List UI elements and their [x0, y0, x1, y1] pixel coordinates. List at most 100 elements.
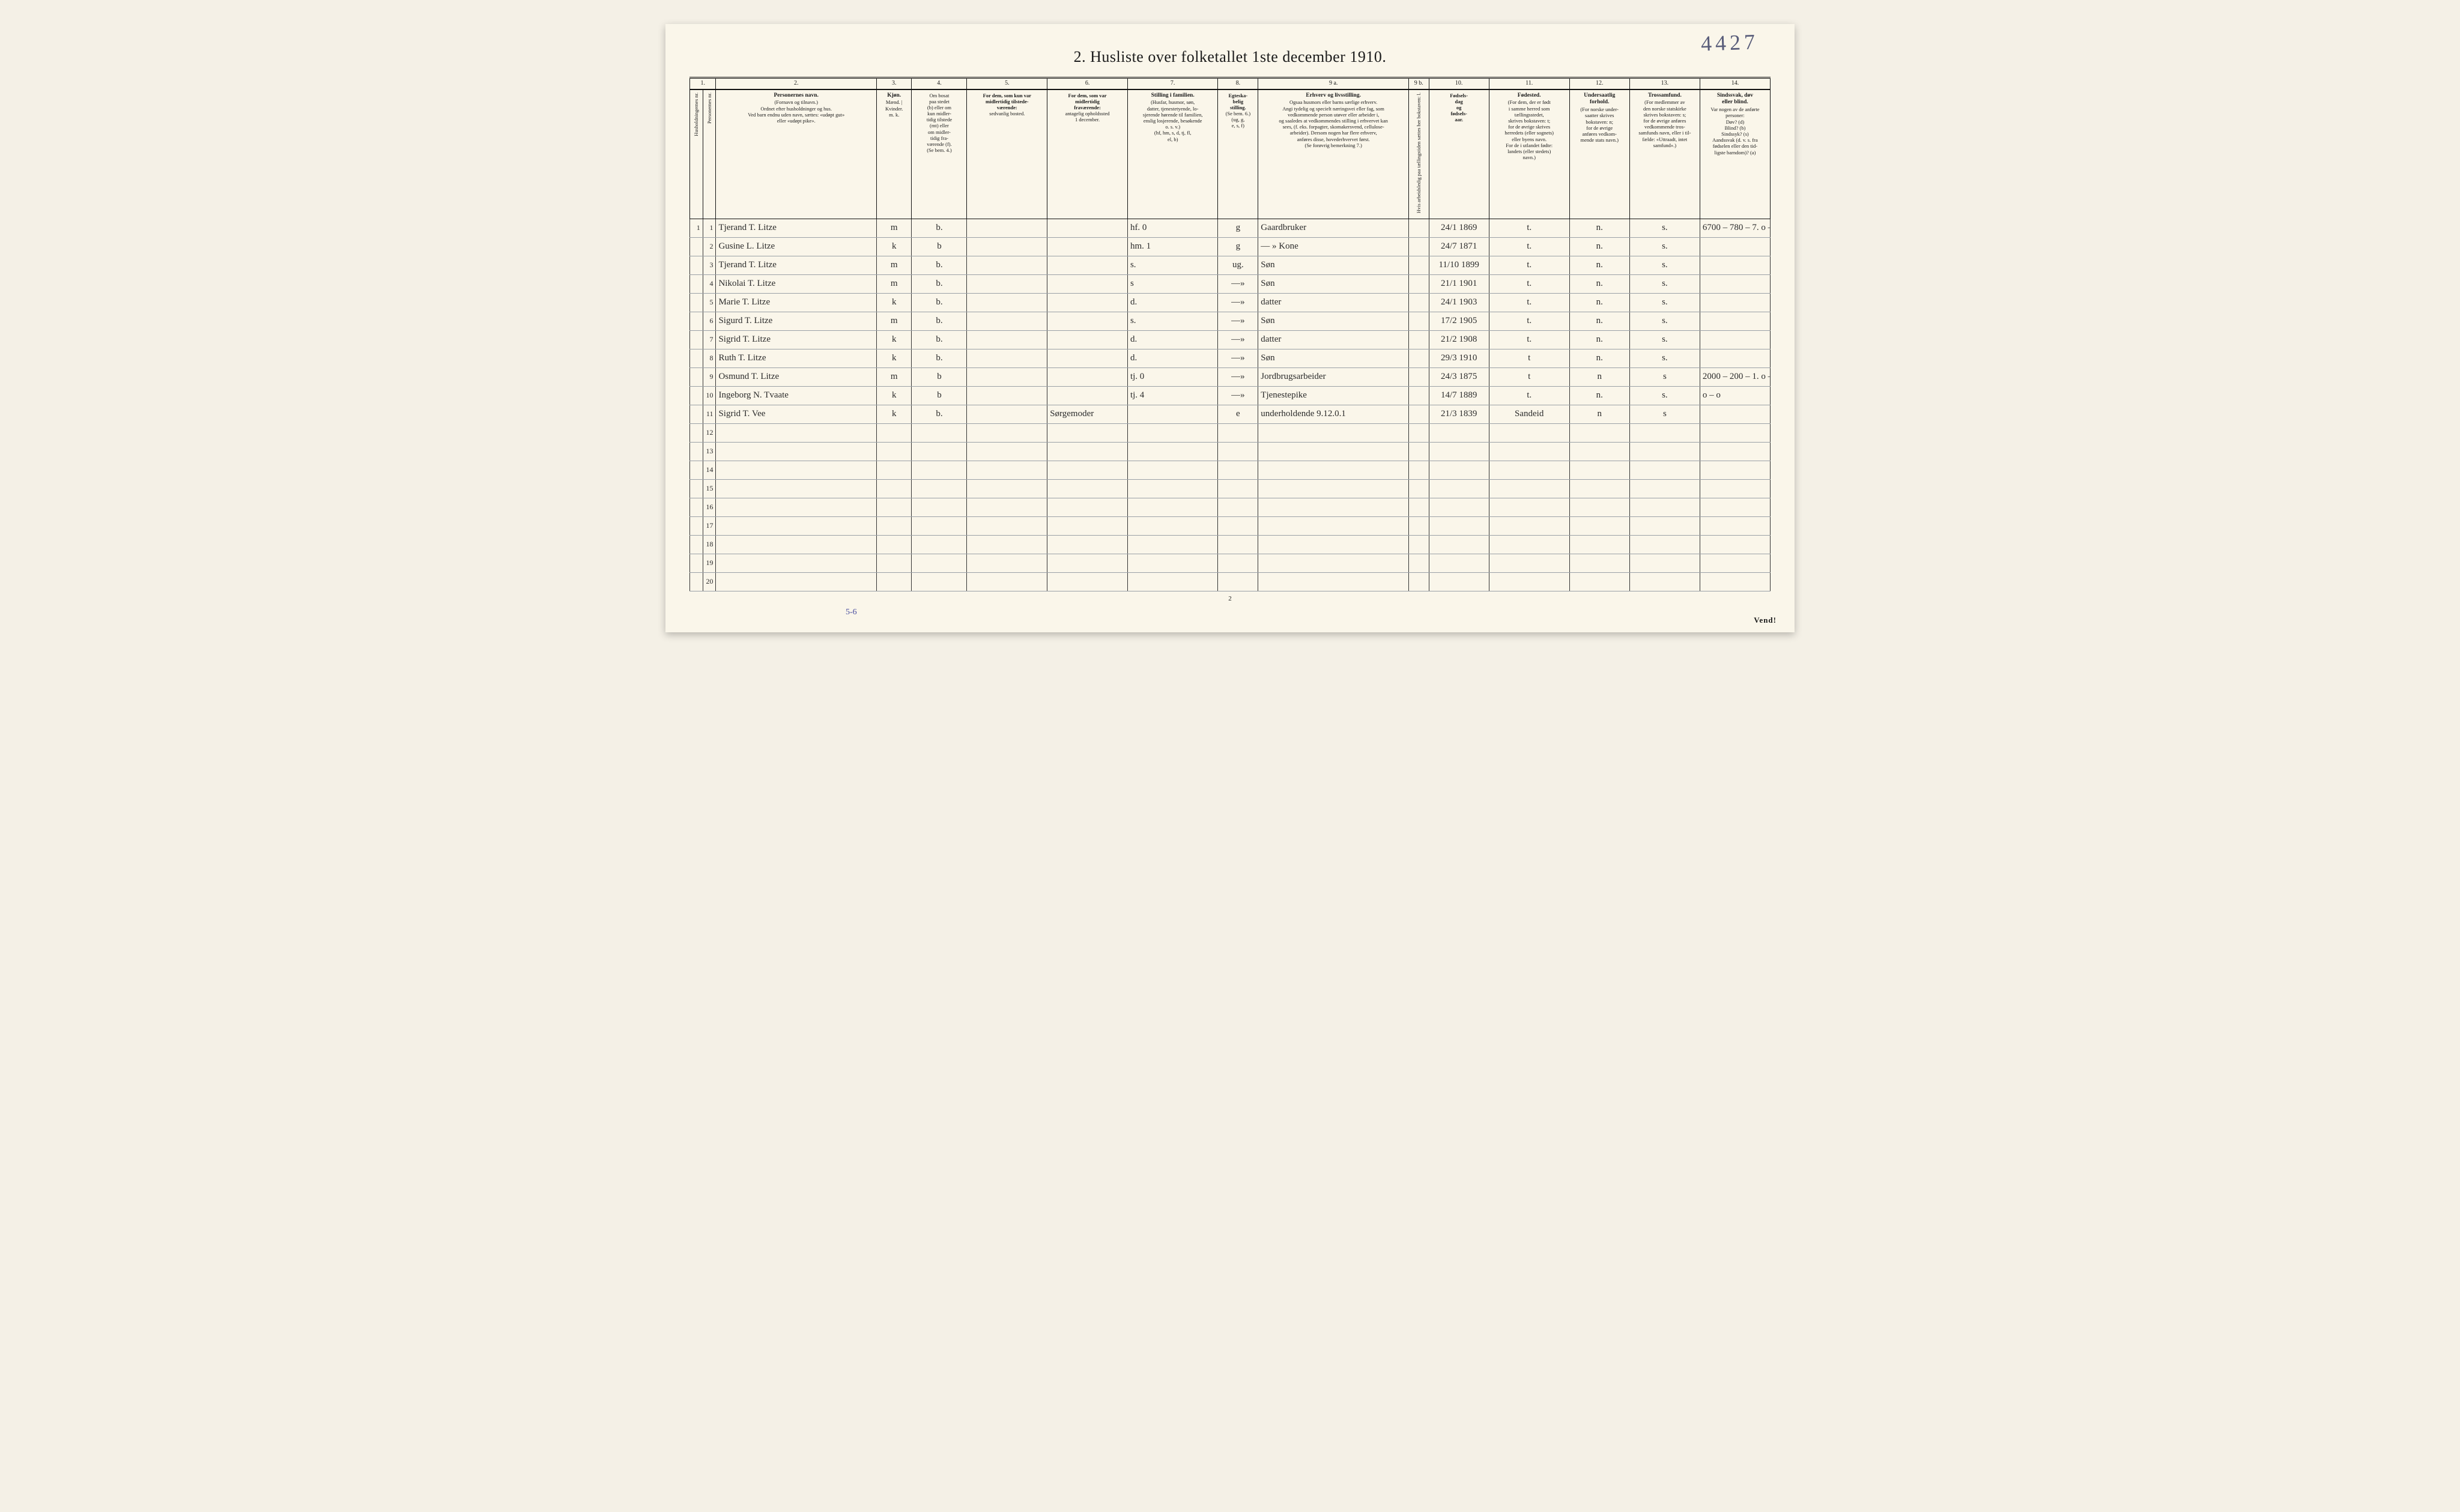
cell: t. — [1489, 237, 1569, 256]
cell: 6 — [703, 312, 716, 330]
cell — [967, 293, 1047, 312]
cell — [912, 516, 967, 535]
cell — [690, 274, 703, 293]
cell: b — [912, 386, 967, 405]
cell — [1409, 572, 1429, 591]
cell: n. — [1569, 330, 1629, 349]
cell: 11 — [703, 405, 716, 423]
cell: datter — [1258, 293, 1409, 312]
cell: n. — [1569, 237, 1629, 256]
cell: —» — [1218, 312, 1258, 330]
cell — [1047, 554, 1128, 572]
col-header: Hvis arbeidsledig paa tællingstiden sætt… — [1409, 89, 1429, 219]
cell — [1047, 274, 1128, 293]
cell — [1047, 386, 1128, 405]
cell — [912, 554, 967, 572]
cell — [1127, 516, 1217, 535]
cell — [1218, 498, 1258, 516]
cell: s. — [1629, 219, 1700, 237]
page-title: 2. Husliste over folketallet 1ste decemb… — [689, 48, 1771, 66]
cell — [1127, 572, 1217, 591]
cell — [1429, 423, 1489, 442]
cell — [690, 312, 703, 330]
cell: b — [912, 367, 967, 386]
col-number: 9 a. — [1258, 78, 1409, 89]
cell — [1569, 535, 1629, 554]
cell — [1127, 498, 1217, 516]
cell: b. — [912, 349, 967, 367]
cell: 5 — [703, 293, 716, 312]
cell — [967, 554, 1047, 572]
cell: s. — [1629, 237, 1700, 256]
col-header: Sindssvak, døveller blind.Var nogen av d… — [1700, 89, 1770, 219]
cell: Søn — [1258, 349, 1409, 367]
table-body: 11Tjerand T. Litzemb.hf. 0gGaardbruker24… — [690, 219, 1771, 591]
table-header: 1.2.3.4.5.6.7.8.9 a.9 b.10.11.12.13.14. … — [690, 78, 1771, 219]
cell: n. — [1569, 274, 1629, 293]
cell: n. — [1569, 386, 1629, 405]
cell — [690, 405, 703, 423]
cell: s. — [1629, 312, 1700, 330]
cell — [1047, 330, 1128, 349]
cell: n. — [1569, 293, 1629, 312]
cell — [1218, 442, 1258, 461]
cell: 18 — [703, 535, 716, 554]
cell — [876, 423, 912, 442]
cell — [1409, 479, 1429, 498]
cell: 13 — [703, 442, 716, 461]
cell — [1047, 461, 1128, 479]
cell — [1569, 461, 1629, 479]
cell — [1047, 256, 1128, 274]
cell — [876, 461, 912, 479]
cell — [1409, 516, 1429, 535]
cell — [1700, 293, 1770, 312]
cell — [716, 535, 877, 554]
cell — [690, 349, 703, 367]
cell: t. — [1489, 274, 1569, 293]
cell: —» — [1218, 330, 1258, 349]
cell: Søn — [1258, 274, 1409, 293]
cell: ug. — [1218, 256, 1258, 274]
cell: Sandeid — [1489, 405, 1569, 423]
cell: s. — [1629, 293, 1700, 312]
table-row: 13 — [690, 442, 1771, 461]
cell — [1409, 293, 1429, 312]
cell — [1218, 554, 1258, 572]
census-page: 4427 2. Husliste over folketallet 1ste d… — [665, 24, 1795, 632]
cell: t. — [1489, 219, 1569, 237]
col-header: Fødested.(For dem, der er fødti samme he… — [1489, 89, 1569, 219]
cell — [1409, 367, 1429, 386]
cell — [1218, 461, 1258, 479]
col-header: Kjøn.Mænd. | Kvinder.m. k. — [876, 89, 912, 219]
cell — [690, 516, 703, 535]
col-number: 13. — [1629, 78, 1700, 89]
cell — [690, 554, 703, 572]
cell — [690, 442, 703, 461]
cell: hm. 1 — [1127, 237, 1217, 256]
table-row: 9Osmund T. Litzembtj. 0—»Jordbrugsarbeid… — [690, 367, 1771, 386]
page-number: 2 — [689, 595, 1771, 602]
col-number: 2. — [716, 78, 877, 89]
cell — [1047, 367, 1128, 386]
cell: 14 — [703, 461, 716, 479]
cell: 12 — [703, 423, 716, 442]
cell — [690, 479, 703, 498]
cell — [1047, 572, 1128, 591]
cell: tj. 4 — [1127, 386, 1217, 405]
cell — [1489, 554, 1569, 572]
cell — [1569, 423, 1629, 442]
cell — [1258, 423, 1409, 442]
cell — [690, 367, 703, 386]
table-row: 5Marie T. Litzekb.d.—»datter24/1 1903t.n… — [690, 293, 1771, 312]
cell: s. — [1629, 386, 1700, 405]
cell — [1047, 237, 1128, 256]
cell — [690, 461, 703, 479]
cell — [1409, 274, 1429, 293]
cell — [1629, 535, 1700, 554]
cell — [1047, 293, 1128, 312]
col-header: Fødsels-dagogfødsels-aar. — [1429, 89, 1489, 219]
cell — [1409, 312, 1429, 330]
col-number: 11. — [1489, 78, 1569, 89]
cell: Sigurd T. Litze — [716, 312, 877, 330]
cell — [690, 572, 703, 591]
